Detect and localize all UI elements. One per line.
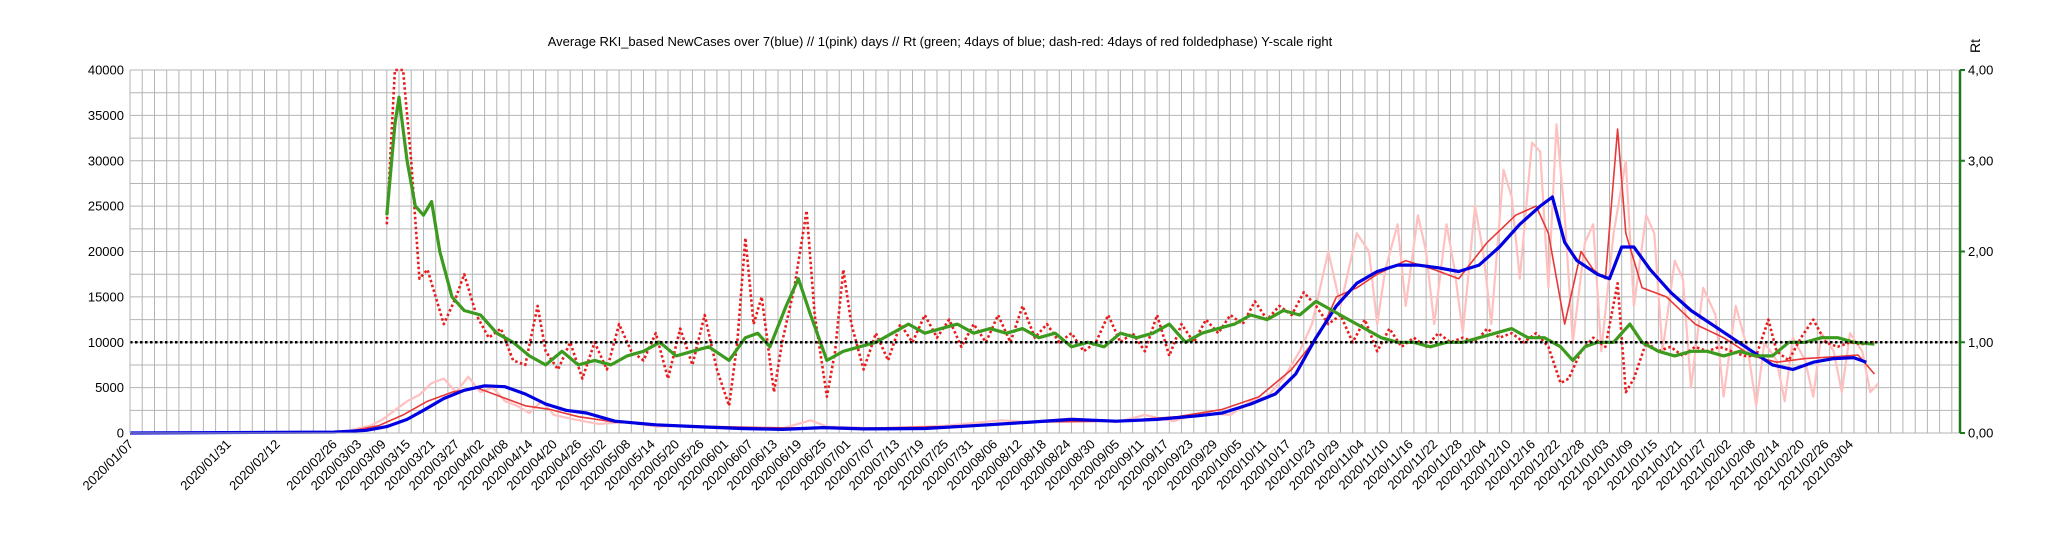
series-line-blue	[129, 195, 1867, 435]
y2-axis-ticks: 0,00 1,00 2,00 3,00 4,00	[1960, 63, 1993, 441]
series-layer	[129, 68, 1960, 435]
x-tick-label: 2020/02/12	[226, 437, 283, 494]
series-line-red-dash	[385, 68, 1875, 408]
y2-tick-label: 2,00	[1968, 244, 1993, 259]
y2-tick-label: 3,00	[1968, 153, 1993, 168]
series-line-red	[349, 128, 1876, 432]
y-axis-ticks: 0 5000 10000 15000 20000 25000 30000 35000 40000	[88, 63, 124, 441]
series-line-pink	[349, 123, 1880, 432]
y-tick-label: 15000	[88, 289, 124, 304]
y2-tick-label: 0,00	[1968, 426, 1993, 441]
y-tick-label: 30000	[88, 153, 124, 168]
chart-title: Average RKI_based NewCases over 7(blue) …	[548, 34, 1333, 49]
y-tick-label: 20000	[88, 244, 124, 259]
chart-grid	[129, 69, 1960, 434]
x-tick-label: 2020/01/07	[79, 437, 136, 494]
x-tick-label: 2020/01/31	[177, 437, 234, 494]
y-tick-label: 10000	[88, 335, 124, 350]
y2-axis-label: Rt	[1967, 39, 1983, 53]
y2-tick-label: 4,00	[1968, 63, 1993, 78]
y-tick-label: 25000	[88, 199, 124, 214]
y-tick-label: 40000	[88, 63, 124, 78]
y-tick-label: 0	[117, 426, 124, 441]
y2-tick-label: 1,00	[1968, 335, 1993, 350]
y-tick-label: 5000	[95, 380, 124, 395]
y-tick-label: 35000	[88, 108, 124, 123]
